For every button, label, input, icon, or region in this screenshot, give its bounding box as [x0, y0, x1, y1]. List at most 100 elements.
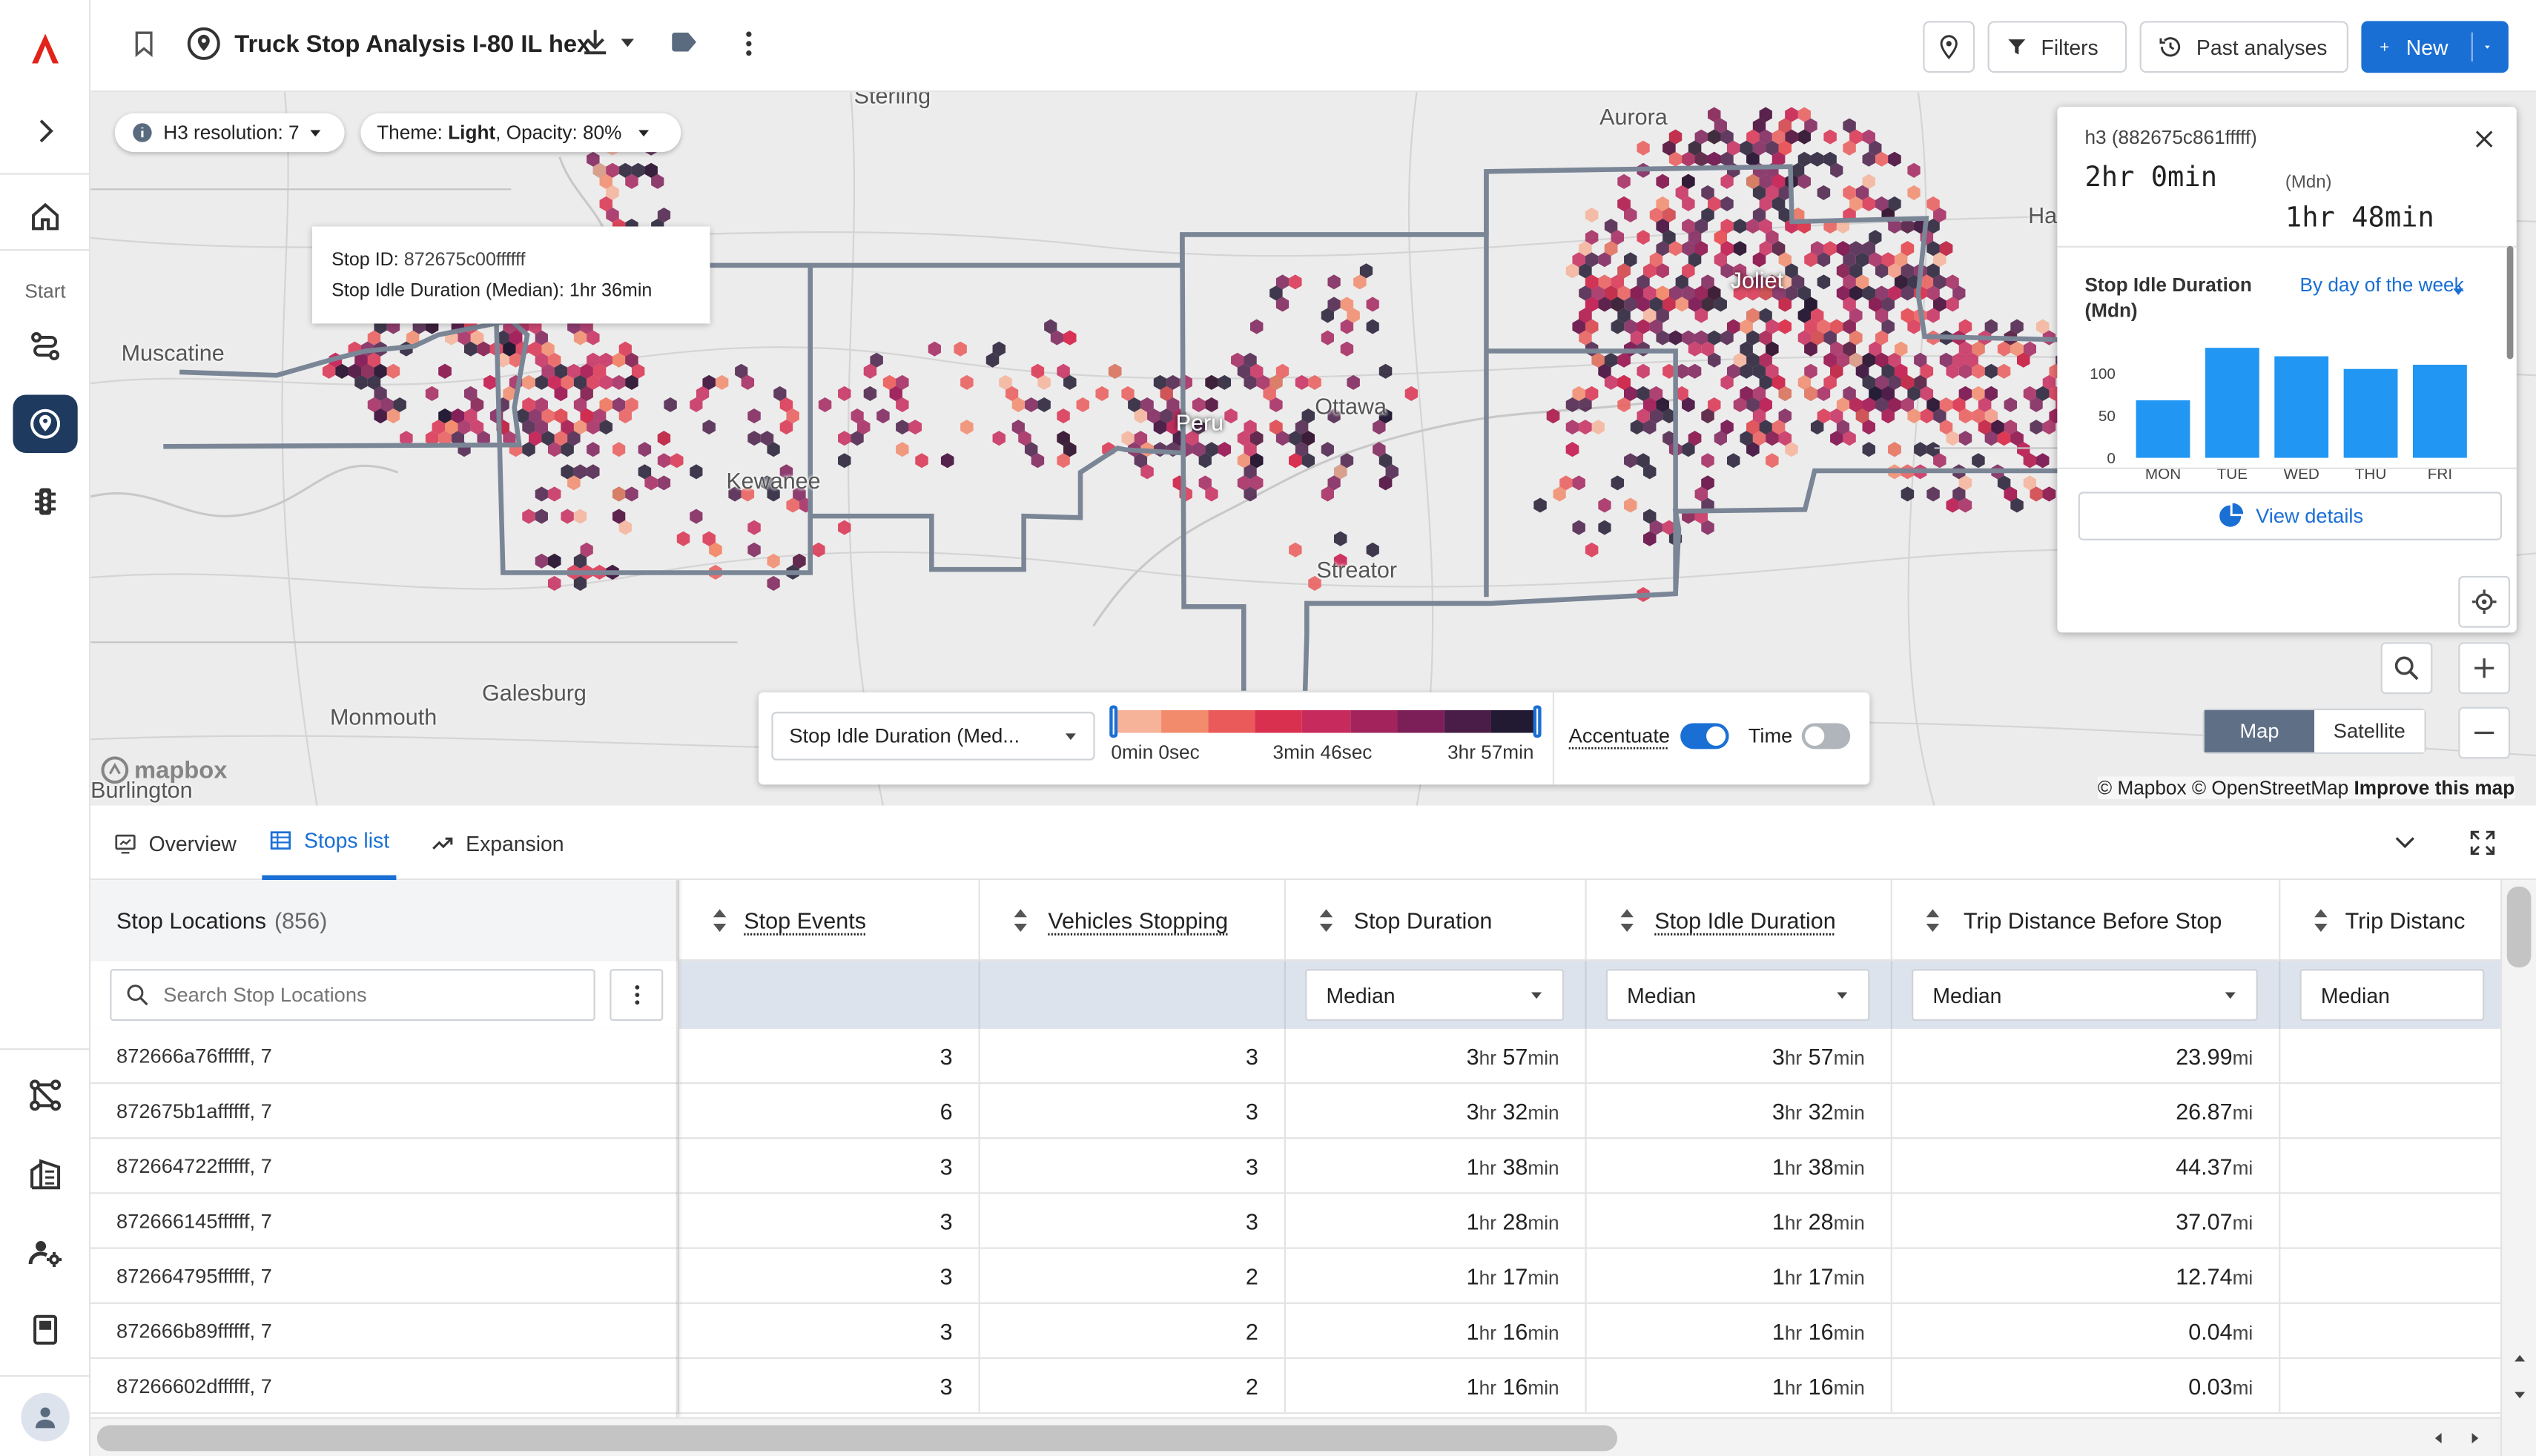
table-row[interactable]: 872664795ffffff, 7 3 2 1hr 17min 1hr 17min 12… [90, 1248, 2500, 1304]
table-row[interactable]: 872675b1affffff, 7 6 3 3hr 32min 3hr 32min 26… [90, 1084, 2500, 1139]
routes-nav-button[interactable] [13, 317, 77, 376]
caret-down-icon[interactable] [2452, 285, 2465, 297]
column-header-1[interactable]: Vehicles Stopping [980, 880, 1286, 962]
tab-expansion[interactable]: Expansion [423, 806, 570, 880]
satellite-view-option[interactable]: Satellite [2314, 709, 2425, 752]
new-button[interactable]: New [2361, 21, 2509, 73]
sort-icon[interactable] [1012, 907, 1028, 933]
vertical-scroll-thumb[interactable] [2506, 886, 2532, 967]
table-row[interactable]: 872666145ffffff, 7 3 3 1hr 28min 1hr 28min 37… [90, 1194, 2500, 1249]
aggregation-select[interactable]: Median [1605, 969, 1870, 1021]
home-nav-button[interactable] [13, 188, 77, 246]
sort-icon[interactable] [1619, 907, 1635, 933]
locate-button[interactable] [2458, 575, 2511, 628]
column-header-stop-locations[interactable]: Stop Locations (856) [90, 880, 680, 962]
app-logo[interactable] [13, 19, 77, 78]
tab-stops-list[interactable]: Stops list [262, 806, 396, 881]
tag-button[interactable] [668, 26, 701, 59]
scroll-down-icon[interactable] [2513, 1388, 2526, 1400]
time-toggle[interactable] [1801, 723, 1851, 749]
network-nav-button[interactable] [13, 1066, 77, 1125]
filter-cell: Median [1587, 961, 1892, 1029]
column-header-5[interactable]: Trip Distanc [2280, 880, 2500, 961]
mapbox-logo[interactable]: mapbox [100, 755, 227, 784]
bar-tue[interactable] [2205, 348, 2259, 458]
docs-nav-button[interactable] [13, 1300, 77, 1359]
stop-analysis-nav-button[interactable] [13, 394, 78, 454]
map-view[interactable]: Sterling Aurora Muscatine Joliet Peru Ot… [90, 92, 2536, 806]
scroll-right-icon[interactable] [2468, 1432, 2480, 1444]
user-settings-nav-button[interactable] [13, 1223, 77, 1282]
legend-metric-select[interactable]: Stop Idle Duration (Med... [771, 712, 1095, 761]
column-header-2[interactable]: Stop Duration [1286, 880, 1587, 962]
download-button[interactable] [579, 26, 635, 59]
scroll-up-icon[interactable] [2513, 1352, 2526, 1365]
column-header-3[interactable]: Stop Idle Duration [1587, 880, 1892, 962]
table-row[interactable]: 872666a76ffffff, 7 3 3 3hr 57min 3hr 57min 23… [90, 1028, 2500, 1085]
minutes-value: 28 [1502, 1208, 1528, 1235]
bar-thu[interactable] [2343, 368, 2398, 458]
detail-scrollbar[interactable] [2506, 245, 2514, 360]
aggregation-select[interactable]: Median [1912, 969, 2258, 1021]
filters-button[interactable]: Filters [1987, 21, 2127, 73]
unit-label: hr [1784, 1377, 1803, 1400]
horizontal-scroll-thumb[interactable] [96, 1425, 1618, 1452]
accentuate-toggle[interactable] [1680, 723, 1729, 749]
city-nav-button[interactable] [13, 1145, 77, 1204]
scroll-left-icon[interactable] [2432, 1432, 2445, 1444]
legend-color-stop [1444, 709, 1491, 733]
mapbox-credit[interactable]: © Mapbox [2097, 776, 2187, 800]
tab-overview[interactable]: Overview [107, 806, 243, 880]
column-header-4[interactable]: Trip Distance Before Stop [1892, 880, 2281, 962]
caret-down-icon[interactable] [2485, 41, 2491, 53]
column-header-0[interactable]: Stop Events [679, 880, 980, 962]
unit-label: min [1833, 1321, 1865, 1345]
sort-icon[interactable] [1925, 907, 1941, 933]
osm-credit[interactable]: © OpenStreetMap [2191, 776, 2349, 800]
table-row[interactable]: 87266602dffffff, 7 3 2 1hr 16min 1hr 16min 0.… [90, 1359, 2500, 1414]
fullscreen-button[interactable] [2468, 828, 2497, 865]
aggregation-select[interactable]: Median [2299, 969, 2485, 1021]
legend-max-handle[interactable] [1533, 705, 1542, 738]
bar-wed[interactable] [2274, 356, 2329, 458]
bar-fri[interactable] [2413, 365, 2467, 458]
stop-events-value: 3 [940, 1373, 953, 1400]
search-stops-field[interactable] [110, 969, 595, 1021]
bookmark-button[interactable] [129, 26, 158, 62]
improve-map-link[interactable]: Improve this map [2354, 776, 2515, 800]
table-row[interactable]: 872666b89ffffff, 7 3 2 1hr 16min 1hr 16min 0.… [90, 1303, 2500, 1360]
zoom-in-button[interactable] [2458, 642, 2511, 695]
expand-nav-button[interactable] [13, 102, 77, 160]
detail-mdn-label: (Mdn) [2285, 173, 2332, 193]
zoom-out-button[interactable] [2458, 707, 2511, 759]
search-options-button[interactable] [610, 969, 664, 1021]
profile-button[interactable] [13, 1388, 77, 1446]
search-stops-input[interactable] [163, 983, 568, 1007]
more-options-button[interactable] [733, 26, 765, 62]
aggregation-select[interactable]: Median [1305, 969, 1565, 1021]
past-analyses-label: Past analyses [2196, 34, 2328, 59]
traffic-nav-button[interactable] [13, 472, 77, 531]
map-canvas[interactable] [90, 92, 2536, 806]
sort-icon[interactable] [2313, 907, 2329, 933]
bar-mon[interactable] [2136, 400, 2190, 458]
h3-resolution-chip[interactable]: H3 resolution: 7 [114, 113, 345, 153]
location-button[interactable] [1923, 21, 1975, 73]
map-view-option[interactable]: Map [2204, 709, 2315, 752]
x-tick-label: MON [2145, 466, 2181, 480]
past-analyses-button[interactable]: Past analyses [2139, 21, 2348, 73]
table-cell: 872664722ffffff, 7 [90, 1139, 680, 1194]
group-by-select[interactable]: By day of the week [2300, 272, 2478, 298]
table-row[interactable]: 872664722ffffff, 7 3 3 1hr 38min 1hr 38min 44… [90, 1139, 2500, 1194]
horizontal-scrollbar[interactable] [90, 1417, 2500, 1456]
close-panel-button[interactable] [2473, 128, 2496, 158]
theme-chip[interactable]: Theme: Light, Opacity: 80% [360, 113, 681, 153]
view-details-button[interactable]: View details [2078, 492, 2503, 540]
map-search-button[interactable] [2380, 642, 2433, 695]
table-cell: 44.37mi [1892, 1139, 2281, 1194]
vertical-scrollbar[interactable] [2500, 880, 2536, 1456]
legend-min-handle[interactable] [1109, 705, 1118, 738]
sort-icon[interactable] [712, 907, 728, 933]
collapse-panel-button[interactable] [2391, 828, 2420, 865]
sort-icon[interactable] [1318, 907, 1335, 933]
